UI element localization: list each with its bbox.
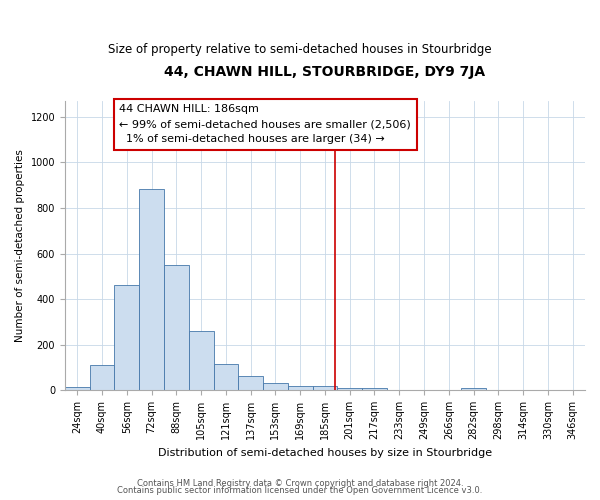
Bar bbox=[65, 386, 89, 390]
Bar bbox=[189, 331, 214, 390]
Bar bbox=[214, 364, 238, 390]
Bar bbox=[164, 266, 189, 390]
Title: 44, CHAWN HILL, STOURBRIDGE, DY9 7JA: 44, CHAWN HILL, STOURBRIDGE, DY9 7JA bbox=[164, 65, 485, 79]
Bar bbox=[263, 383, 288, 390]
Bar bbox=[313, 386, 337, 390]
Bar bbox=[461, 388, 486, 390]
X-axis label: Distribution of semi-detached houses by size in Stourbridge: Distribution of semi-detached houses by … bbox=[158, 448, 492, 458]
Bar bbox=[139, 188, 164, 390]
Text: 44 CHAWN HILL: 186sqm
← 99% of semi-detached houses are smaller (2,506)
  1% of : 44 CHAWN HILL: 186sqm ← 99% of semi-deta… bbox=[119, 104, 411, 144]
Bar bbox=[362, 388, 387, 390]
Text: Contains public sector information licensed under the Open Government Licence v3: Contains public sector information licen… bbox=[118, 486, 482, 495]
Bar bbox=[115, 286, 139, 390]
Bar bbox=[89, 365, 115, 390]
Bar bbox=[337, 388, 362, 390]
Text: Contains HM Land Registry data © Crown copyright and database right 2024.: Contains HM Land Registry data © Crown c… bbox=[137, 478, 463, 488]
Bar bbox=[238, 376, 263, 390]
Text: Size of property relative to semi-detached houses in Stourbridge: Size of property relative to semi-detach… bbox=[108, 42, 492, 56]
Bar bbox=[288, 386, 313, 390]
Y-axis label: Number of semi-detached properties: Number of semi-detached properties bbox=[15, 149, 25, 342]
